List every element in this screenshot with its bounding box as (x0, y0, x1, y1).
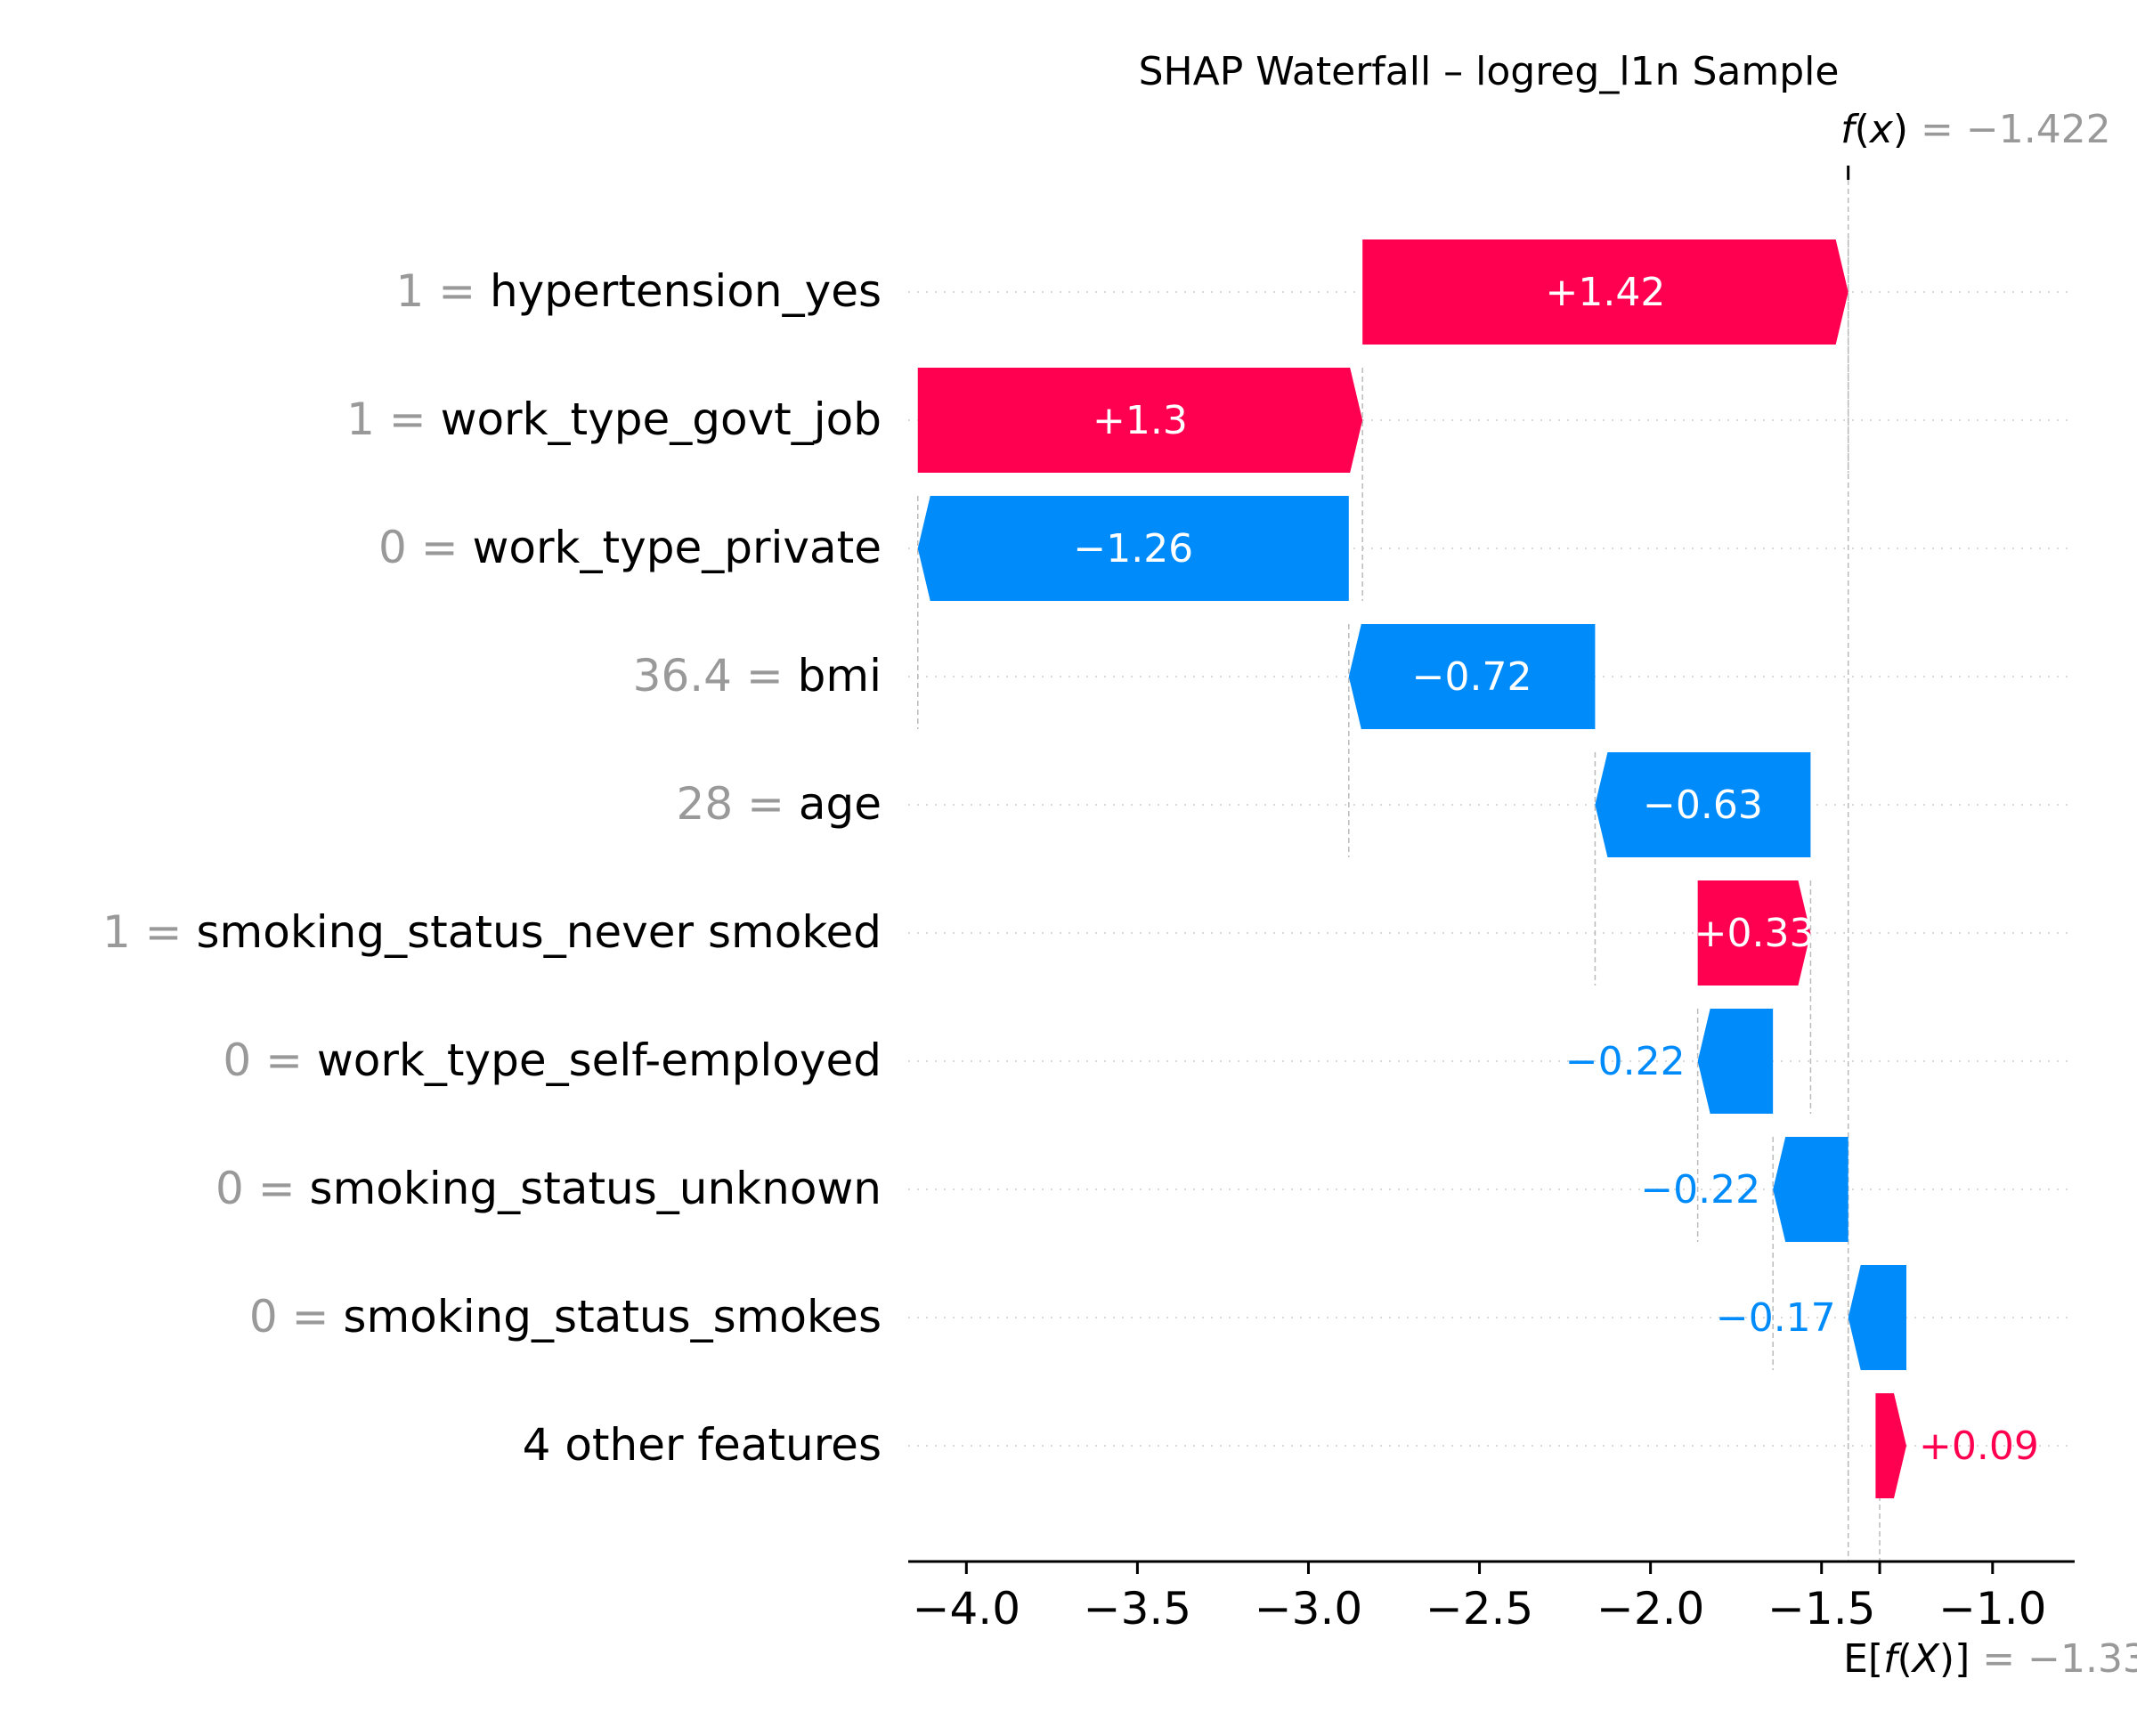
bar-positive (1697, 880, 1811, 986)
bar-positive (1362, 239, 1849, 345)
feature-name: 4 other features (523, 1419, 882, 1471)
feature-value: 1 = (395, 265, 490, 317)
feature-label: 36.4 = bmi (633, 650, 882, 702)
fx-label: f(x) = −1.422 (1840, 107, 2111, 152)
efx-label: E[f(X)] = −1.33 (1843, 1636, 2137, 1682)
bar-negative (917, 496, 1349, 601)
feature-label: 0 = smoking_status_unknown (215, 1163, 882, 1214)
x-tick-label: −2.5 (1426, 1583, 1533, 1635)
x-tick-label: −4.0 (913, 1583, 1020, 1635)
feature-value: 36.4 = (633, 650, 798, 702)
bar-value-label: −0.22 (1565, 1039, 1686, 1084)
x-axis: −4.0 −3.5 −3.0 −2.5 −2.0 −1.5 −1.0 (908, 166, 2075, 1635)
feature-label: 0 = work_type_private (378, 522, 882, 573)
bar-value-label: +1.3 (1093, 398, 1188, 443)
feature-label: 0 = work_type_self-employed (223, 1034, 882, 1086)
x-tick-label: −3.5 (1084, 1583, 1191, 1635)
x-tick-label: −3.0 (1255, 1583, 1362, 1635)
feature-name: smoking_status_never smoked (196, 906, 882, 958)
feature-name: work_type_self-employed (317, 1034, 882, 1086)
efx-var: X (1911, 1636, 1940, 1682)
connector-lines (917, 239, 1849, 1498)
bar-value-label: +0.33 (1694, 911, 1815, 956)
feature-value: 0 = (223, 1034, 317, 1086)
bars: +1.42 +1.3 −1.26 −0.72 −0.63 +0.33 −0.22 −0.22 −… (917, 239, 2039, 1498)
bar-positive (917, 368, 1363, 473)
feature-value: 0 = (249, 1291, 344, 1343)
fx-var: x (1868, 107, 1894, 152)
feature-value: 0 = (378, 522, 473, 573)
efx-value: = −1.33 (1970, 1636, 2137, 1682)
feature-label: 28 = age (677, 778, 882, 830)
feature-value: 1 = (346, 393, 441, 445)
feature-label: 1 = work_type_govt_job (346, 393, 882, 445)
feature-name: bmi (798, 650, 882, 702)
feature-name: work_type_govt_job (441, 393, 882, 445)
feature-name: hypertension_yes (490, 265, 882, 317)
bar-value-label: +1.42 (1546, 270, 1666, 315)
bar-positive (1875, 1393, 1906, 1498)
bar-negative (1773, 1137, 1849, 1242)
efx-open: E[ (1843, 1636, 1883, 1682)
bar-value-label: −0.72 (1412, 654, 1532, 700)
x-tick-label: −2.0 (1597, 1583, 1704, 1635)
feature-value: 0 = (215, 1163, 310, 1214)
bar-negative (1697, 1009, 1774, 1114)
feature-name: work_type_private (473, 522, 882, 573)
fx-value: = −1.422 (1908, 107, 2111, 152)
bar-negative (1595, 752, 1811, 857)
feature-value: 28 = (677, 778, 799, 830)
bar-negative (1348, 624, 1596, 729)
feature-label: 1 = hypertension_yes (395, 265, 882, 317)
bar-value-label: −0.63 (1643, 783, 1763, 828)
bar-value-label: +0.09 (1919, 1424, 2039, 1469)
x-tick-label: −1.5 (1767, 1583, 1875, 1635)
feature-name: smoking_status_smokes (343, 1291, 882, 1343)
feature-name: age (799, 778, 882, 830)
bar-negative (1848, 1265, 1906, 1370)
efx-close: )] (1939, 1636, 1970, 1682)
bar-value-label: −1.26 (1073, 526, 1193, 572)
feature-name: smoking_status_unknown (310, 1163, 882, 1214)
feature-label: 0 = smoking_status_smokes (249, 1291, 882, 1343)
chart-title: SHAP Waterfall – logreg_l1n Sample (1139, 49, 1840, 94)
feature-label: 4 other features (523, 1419, 882, 1471)
x-tick-label: −1.0 (1938, 1583, 2046, 1635)
feature-value: 1 = (102, 906, 197, 958)
bar-value-label: −0.22 (1640, 1167, 1760, 1213)
bar-value-label: −0.17 (1716, 1295, 1836, 1341)
feature-label: 1 = smoking_status_never smoked (102, 906, 882, 958)
